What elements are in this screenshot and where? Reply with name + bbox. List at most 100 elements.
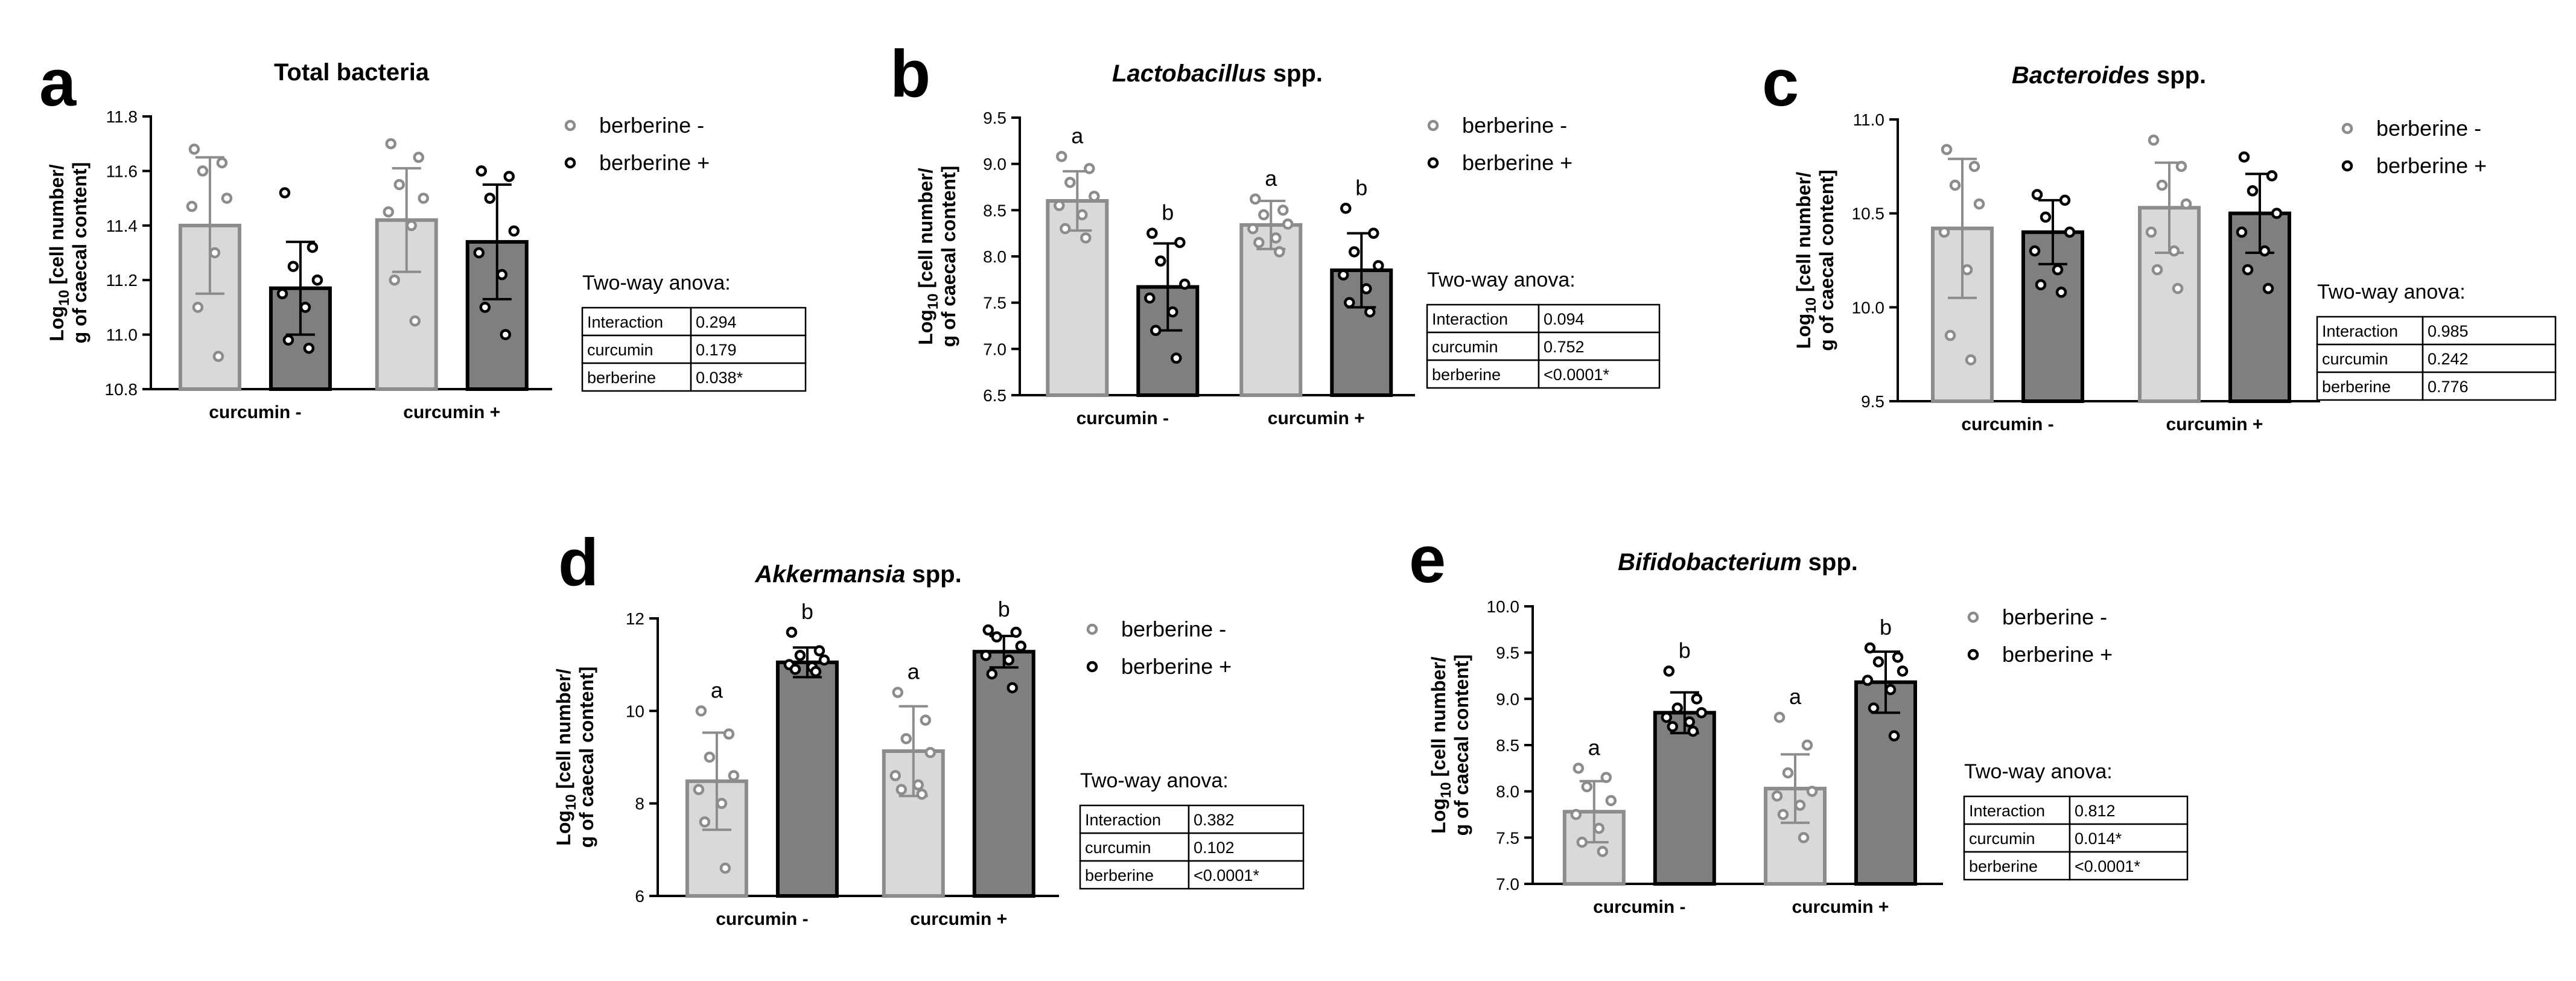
- data-point: [1080, 232, 1092, 244]
- x-category-label: curcumin -: [1077, 408, 1169, 428]
- anova-term: curcumin: [2322, 350, 2388, 368]
- data-point: [2151, 264, 2163, 276]
- y-tick-label: 8.0: [983, 247, 1007, 266]
- data-point: [1771, 790, 1783, 802]
- data-point: [693, 784, 705, 795]
- anova-term: curcumin: [587, 341, 654, 359]
- anova-cell: [2316, 371, 2424, 401]
- title-text: spp.: [1802, 549, 1858, 576]
- significance-letter: a: [1789, 684, 1802, 709]
- data-point: [1806, 786, 1818, 797]
- panel-letter: b: [890, 37, 930, 111]
- y-tick-label: 11.4: [106, 217, 138, 235]
- y-label-line2: g of caecal content]: [1451, 655, 1472, 836]
- data-point: [188, 143, 200, 155]
- x-category-label: curcumin -: [1593, 897, 1685, 917]
- data-point: [418, 192, 429, 204]
- data-point: [916, 789, 927, 800]
- significance-letter: b: [1355, 175, 1367, 200]
- legend-label: berberine -: [2376, 116, 2481, 141]
- bar: [1239, 223, 1303, 397]
- data-point: [1593, 822, 1605, 834]
- data-point: [508, 225, 520, 237]
- x-category-label: curcumin +: [1268, 408, 1365, 428]
- panel-b: b Lactobacillus spp. Log10 [cell number/g …: [890, 37, 1661, 428]
- panel-d: d Akkermansia spp.Log10 [cell number/g of…: [553, 525, 1305, 929]
- data-point: [786, 626, 798, 638]
- chart-title: Bacteroides spp.: [2012, 62, 2206, 89]
- data-point: [1171, 352, 1182, 364]
- anova-term: Interaction: [1432, 310, 1508, 328]
- data-point: [1973, 198, 1985, 210]
- y-tick-label: 11.2: [106, 271, 138, 290]
- data-point: [1801, 739, 1813, 751]
- anova-title: Two-way anova:: [1080, 769, 1229, 792]
- anova-cell: [2422, 343, 2557, 373]
- anova-table: Interaction 0.294 curcumin 0.179 berberine 0.…: [581, 306, 807, 392]
- y-axis-label: Log10 [cell number/g of caecal content]: [46, 162, 91, 344]
- title-italic: Bacteroides: [2012, 62, 2150, 89]
- legend-label: berberine +: [1121, 654, 1232, 679]
- y-tick-label: 11.0: [1853, 110, 1884, 129]
- y-tick-label: 9.5: [983, 109, 1007, 127]
- data-point: [982, 624, 994, 636]
- anova-term: Interaction: [1969, 802, 2045, 820]
- anova-p-value: 0.179: [696, 341, 737, 359]
- anova-cell: [1188, 804, 1305, 834]
- anova-cell: [2422, 371, 2557, 401]
- legend-label: berberine +: [2002, 642, 2113, 667]
- significance-letter: a: [908, 659, 920, 684]
- anova-p-value: 0.985: [2428, 322, 2469, 340]
- anova-cell: [1538, 331, 1661, 361]
- data-point: [2064, 226, 2076, 238]
- data-point: [986, 668, 997, 680]
- data-point: [1798, 832, 1810, 843]
- data-point: [2145, 226, 2157, 238]
- data-point: [2055, 287, 2067, 298]
- data-point: [2262, 282, 2274, 294]
- data-point: [1349, 246, 1360, 258]
- y-label-subscript: 10: [1438, 782, 1454, 798]
- anova-p-value: 0.094: [1544, 310, 1585, 328]
- data-point: [892, 687, 903, 698]
- legend-marker: [1086, 661, 1098, 673]
- anova-p-value: 0.294: [696, 313, 737, 331]
- y-axis-label: Log10 [cell number/g of caecal content]: [1428, 655, 1472, 836]
- data-point: [2259, 245, 2271, 257]
- data-point: [2059, 194, 2071, 206]
- anova-term: berberine: [1432, 366, 1501, 384]
- data-point: [2052, 264, 2064, 276]
- legend-marker: [2341, 122, 2353, 135]
- y-axis-label: Log10 [cell number/g of caecal content]: [1793, 170, 1837, 351]
- y-label-line1-rest: [cell number/: [1428, 656, 1449, 782]
- data-point: [479, 302, 491, 313]
- data-point: [789, 664, 801, 675]
- y-tick-label: 7.5: [983, 294, 1007, 313]
- data-point: [1150, 325, 1162, 336]
- legend-label: berberine -: [2002, 605, 2107, 629]
- data-point: [405, 220, 417, 232]
- data-point: [1274, 246, 1285, 258]
- significance-letter: a: [1071, 123, 1084, 148]
- anova-cell: [2069, 823, 2189, 853]
- legend-marker: [564, 119, 576, 132]
- data-point: [385, 138, 396, 150]
- significance-letter: b: [998, 597, 1010, 621]
- significance-letter: a: [711, 678, 724, 702]
- data-point: [1144, 292, 1156, 304]
- anova-cell: [1079, 860, 1190, 890]
- anova-term: berberine: [2322, 378, 2391, 396]
- y-tick-label: 9.5: [1496, 644, 1519, 662]
- data-point: [484, 192, 495, 204]
- data-point: [1270, 232, 1282, 244]
- y-label-line2: g of caecal content]: [69, 162, 91, 344]
- data-point: [303, 342, 315, 354]
- anova-table: Interaction 0.985 curcumin 0.242 berberine 0.…: [2316, 316, 2557, 401]
- data-point: [1941, 144, 1953, 156]
- data-point: [2156, 179, 2168, 191]
- y-tick-label: 11.6: [106, 162, 138, 180]
- bar: [465, 240, 529, 392]
- significance-letter: a: [1588, 735, 1601, 760]
- legend-marker: [1427, 157, 1439, 169]
- y-tick-label: 8: [635, 795, 644, 813]
